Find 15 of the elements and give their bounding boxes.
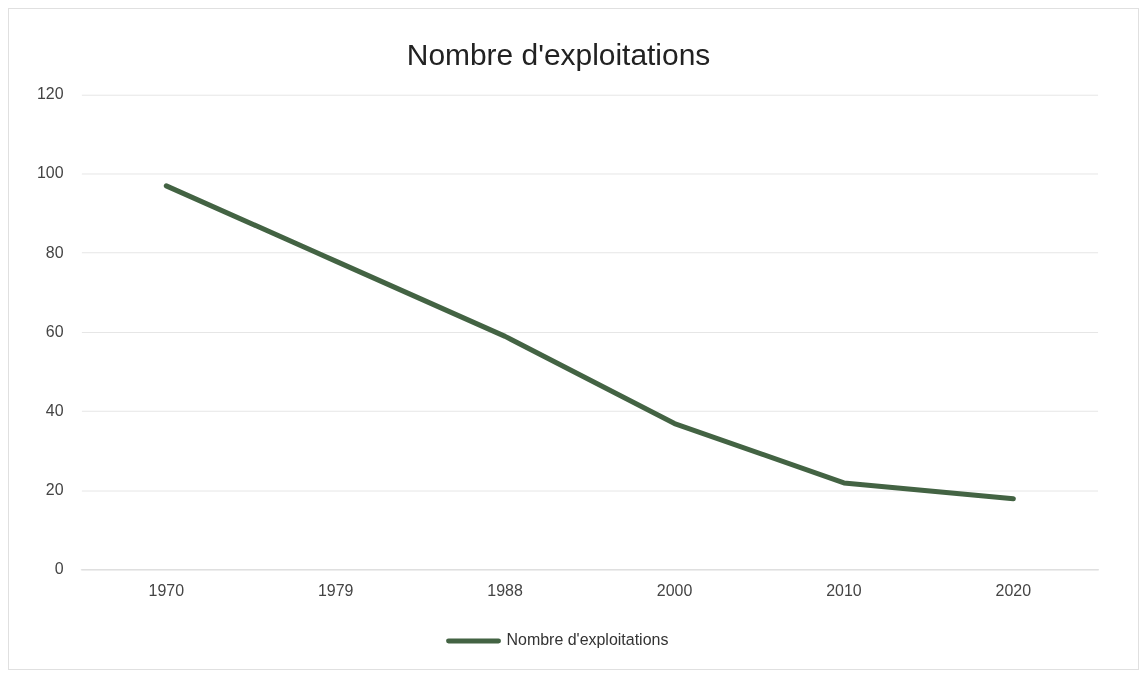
x-tick-label: 2010 xyxy=(826,582,862,600)
y-tick-label: 40 xyxy=(45,402,64,420)
y-tick-label: 100 xyxy=(36,164,64,182)
x-tick-label: 2020 xyxy=(995,582,1032,600)
x-tick-label: 1979 xyxy=(317,582,354,600)
y-tick-label: 80 xyxy=(45,243,64,261)
y-tick-label: 20 xyxy=(45,481,64,499)
x-tick-label: 2000 xyxy=(656,582,693,600)
legend-label: Nombre d'exploitations xyxy=(506,631,669,649)
x-tick-label: 1988 xyxy=(487,582,523,600)
chart-title: Nombre d'exploitations xyxy=(406,38,711,72)
x-tick-label: 1970 xyxy=(148,582,185,600)
y-tick-label: 0 xyxy=(54,560,64,578)
y-tick-label: 120 xyxy=(36,85,64,103)
y-tick-label: 60 xyxy=(45,322,64,340)
